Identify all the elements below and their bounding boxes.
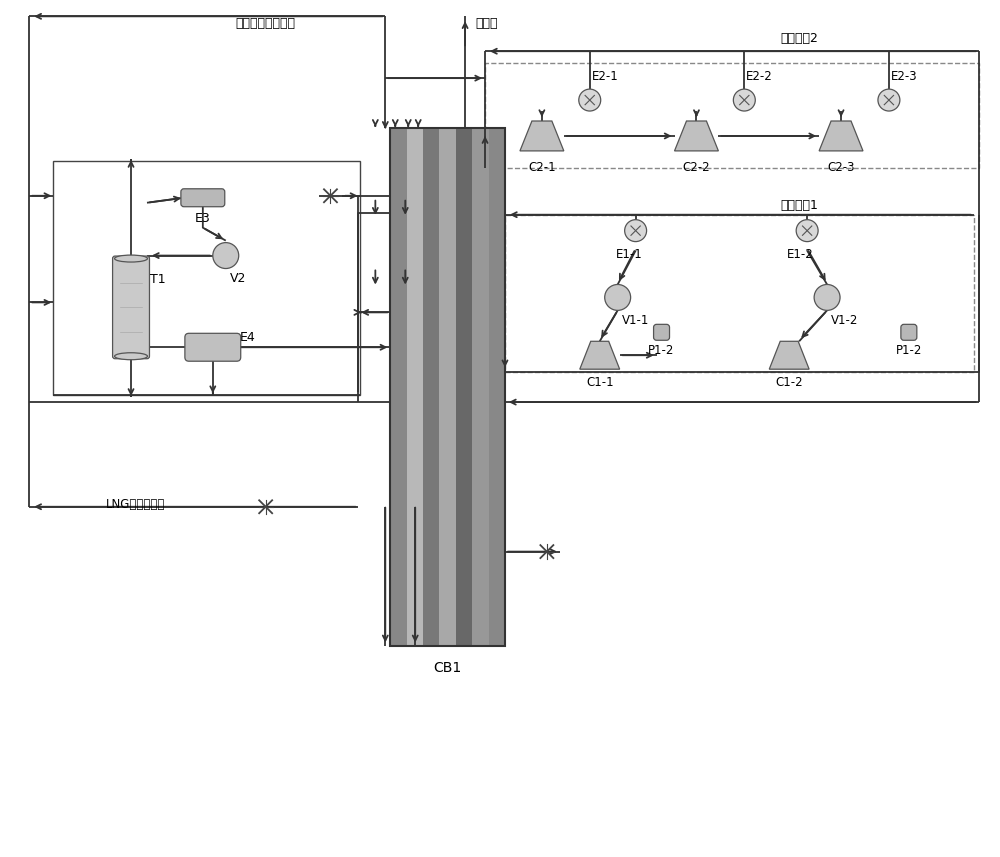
Text: V2: V2: [230, 272, 246, 285]
Circle shape: [625, 219, 647, 242]
Text: 排放气: 排放气: [475, 17, 498, 30]
Text: E1-2: E1-2: [787, 248, 814, 261]
Text: E2-2: E2-2: [746, 70, 773, 83]
Text: P1-2: P1-2: [648, 344, 675, 357]
Polygon shape: [675, 121, 718, 151]
Text: E2-3: E2-3: [891, 70, 918, 83]
Ellipse shape: [115, 353, 147, 360]
Bar: [407, 128, 424, 646]
FancyBboxPatch shape: [654, 324, 670, 340]
Circle shape: [814, 285, 840, 310]
Text: C2-1: C2-1: [528, 161, 556, 174]
Text: CB1: CB1: [434, 662, 462, 675]
Circle shape: [733, 89, 755, 111]
Text: E3: E3: [195, 212, 211, 225]
Text: 预处理合格原料气: 预处理合格原料气: [236, 17, 296, 30]
Bar: [489, 128, 505, 646]
Polygon shape: [819, 121, 863, 151]
FancyBboxPatch shape: [181, 189, 225, 207]
Circle shape: [878, 89, 900, 111]
Polygon shape: [520, 121, 564, 151]
Bar: [472, 128, 489, 646]
Text: V1-1: V1-1: [622, 315, 649, 327]
FancyBboxPatch shape: [901, 324, 917, 340]
Text: LNG产品去储罐: LNG产品去储罐: [106, 498, 165, 512]
Polygon shape: [769, 341, 809, 369]
Text: E2-1: E2-1: [592, 70, 618, 83]
Bar: [439, 128, 456, 646]
Text: E4: E4: [240, 331, 255, 344]
Text: C2-2: C2-2: [683, 161, 710, 174]
Text: C1-1: C1-1: [586, 375, 614, 389]
Text: V1-2: V1-2: [831, 315, 858, 327]
FancyBboxPatch shape: [185, 333, 241, 361]
Text: 冷剂循环1: 冷剂循环1: [780, 199, 818, 213]
Circle shape: [605, 285, 631, 310]
Bar: [423, 128, 440, 646]
Bar: [456, 128, 473, 646]
Circle shape: [213, 243, 239, 268]
Polygon shape: [580, 341, 620, 369]
Circle shape: [796, 219, 818, 242]
Bar: [390, 128, 407, 646]
Text: E1-1: E1-1: [616, 248, 642, 261]
Text: P1-2: P1-2: [896, 344, 922, 357]
Text: T1: T1: [150, 273, 166, 286]
Text: 冷剂循环2: 冷剂循环2: [780, 32, 818, 45]
FancyBboxPatch shape: [113, 256, 149, 359]
Ellipse shape: [115, 255, 147, 262]
Bar: [390, 128, 505, 646]
Text: C2-3: C2-3: [827, 161, 855, 174]
Circle shape: [579, 89, 601, 111]
Text: C1-2: C1-2: [775, 375, 803, 389]
